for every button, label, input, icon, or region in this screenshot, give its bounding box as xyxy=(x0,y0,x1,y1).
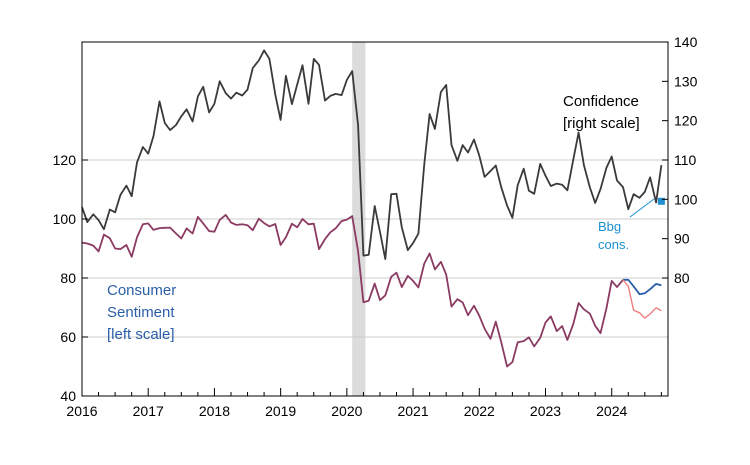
x-tick-label-2: 2018 xyxy=(199,403,230,419)
confidence-line xyxy=(81,49,663,260)
sentiment-label-line3: [left scale] xyxy=(107,326,175,343)
confidence-annotation: Confidence [right scale] xyxy=(563,93,640,132)
bbg-label-line2: cons. xyxy=(598,237,629,252)
right-tick-label-6: 140 xyxy=(674,34,698,50)
x-tick-label-0: 2016 xyxy=(66,403,97,419)
sentiment-annotation: Consumer Sentiment [left scale] xyxy=(107,282,176,343)
series-layer xyxy=(81,49,665,368)
right-tick-label-3: 110 xyxy=(674,152,697,168)
x-tick-label-3: 2019 xyxy=(265,403,296,419)
right-tick-label-0: 80 xyxy=(674,270,690,286)
x-tick-label-4: 2020 xyxy=(331,403,362,419)
right-tick-label-1: 90 xyxy=(674,231,690,247)
left-tick-label-2: 80 xyxy=(60,270,76,286)
right-tick-label-5: 130 xyxy=(674,73,698,89)
x-tick-label-5: 2021 xyxy=(397,403,428,419)
sentiment-label-line1: Consumer xyxy=(107,282,176,299)
left-tick-label-0: 40 xyxy=(60,388,76,404)
sentiment-line xyxy=(81,214,624,368)
bbg-annotation: Bbg cons. xyxy=(598,198,655,252)
tick-layer: 40 60 80 100 120 80 90 100 110 120 130 140 2016 2017 2… xyxy=(53,34,698,419)
confidence-label-line1: Confidence xyxy=(563,93,639,110)
right-tick-label-2: 100 xyxy=(674,191,698,207)
confidence-label-line2: [right scale] xyxy=(563,115,640,132)
x-tick-label-8: 2024 xyxy=(596,403,627,419)
right-tick-label-4: 120 xyxy=(674,113,698,129)
left-tick-label-4: 120 xyxy=(53,152,77,168)
x-tick-label-1: 2017 xyxy=(133,403,164,419)
x-tick-label-7: 2023 xyxy=(530,403,561,419)
sentiment-label-line2: Sentiment xyxy=(107,304,175,321)
left-tick-label-3: 100 xyxy=(53,211,77,227)
gridline-layer xyxy=(82,159,668,397)
left-tick-label-1: 60 xyxy=(60,329,76,345)
x-tick-label-6: 2022 xyxy=(464,403,495,419)
bbg-consensus-marker xyxy=(657,197,665,205)
bbg-pointer-line xyxy=(629,198,655,218)
sentiment-prelim-line xyxy=(622,279,662,319)
sentiment-revised-line xyxy=(623,278,662,296)
bbg-label-line1: Bbg xyxy=(598,219,621,234)
